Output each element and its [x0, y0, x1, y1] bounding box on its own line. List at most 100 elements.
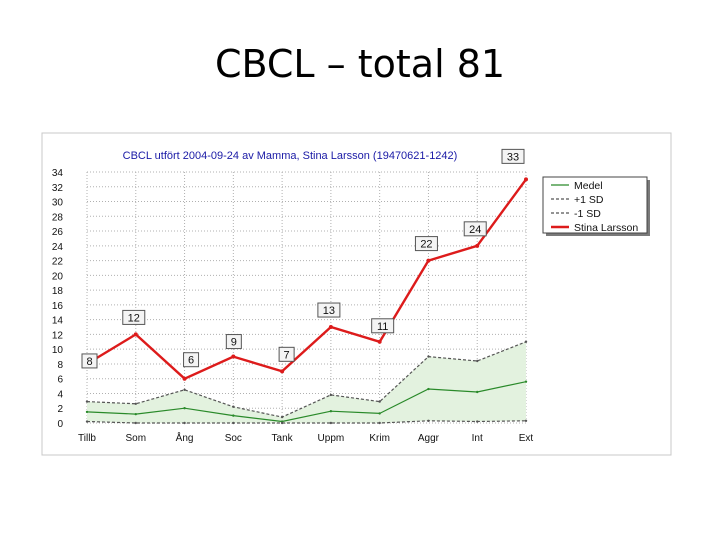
data-point-stina-larsson: [182, 376, 187, 381]
data-point-medel: [476, 390, 479, 394]
data-point-1-sd: [280, 421, 284, 425]
series-line-1-sd: [86, 341, 527, 418]
y-tick-label: 22: [52, 257, 64, 268]
data-label: 12: [122, 309, 146, 325]
data-point-medel: [427, 387, 430, 391]
data-point-1-sd: [85, 400, 89, 403]
data-point-medel: [378, 412, 381, 415]
y-tick-label: 26: [52, 227, 64, 238]
data-point-1-sd: [524, 419, 528, 422]
legend-label: -1 SD: [574, 208, 601, 220]
data-label: 24: [463, 221, 487, 237]
data-label-text: 12: [128, 312, 140, 324]
data-point-medel: [183, 407, 186, 410]
data-label-box: [225, 334, 242, 350]
data-point-1-sd: [378, 400, 381, 403]
y-tick-label: 34: [52, 168, 64, 179]
y-tick-label: 16: [52, 301, 64, 312]
data-point-1-sd: [85, 420, 89, 423]
data-point-1-sd: [427, 419, 430, 422]
y-tick-label: 10: [52, 345, 64, 356]
y-tick-label: 12: [52, 330, 64, 341]
data-label: 6: [183, 352, 200, 368]
data-label: 7: [278, 346, 295, 362]
data-point-1-sd: [427, 355, 430, 358]
y-tick-label: 32: [52, 183, 64, 194]
data-label-text: 22: [420, 239, 432, 251]
data-point-stina-larsson: [524, 177, 528, 182]
y-tick-label: 4: [57, 389, 63, 400]
y-tick-label: 8: [57, 360, 63, 371]
slide-title: CBCL – total 81: [214, 42, 506, 86]
legend-box: [542, 176, 648, 234]
x-tick-label: Ång: [176, 431, 194, 444]
data-label-text: 24: [469, 224, 481, 236]
data-label: 11: [371, 318, 395, 334]
data-point-1-sd: [476, 359, 479, 363]
data-label-box: [463, 221, 487, 237]
y-tick-label: 2: [57, 404, 63, 415]
x-tick-label: Tank: [272, 433, 294, 444]
series-line-stina-larsson: [86, 178, 527, 381]
data-label: 9: [225, 334, 242, 350]
y-tick-label: 18: [52, 286, 64, 297]
data-point-stina-larsson: [280, 369, 285, 374]
x-tick-label: Int: [472, 433, 483, 444]
data-point-1-sd: [134, 402, 137, 406]
y-tick-label: 0: [57, 419, 63, 430]
legend-label: Medel: [574, 180, 603, 192]
data-point-medel: [524, 380, 528, 383]
data-point-stina-larsson: [475, 243, 480, 248]
data-label-box: [414, 236, 438, 252]
data-label: 13: [317, 302, 341, 318]
series-line-1-sd: [86, 420, 527, 424]
x-tick-label: Krim: [369, 433, 390, 444]
data-label: 22: [414, 236, 438, 252]
series-line-medel: [86, 381, 527, 423]
data-point-stina-larsson: [377, 339, 382, 344]
data-point-1-sd: [476, 420, 479, 423]
data-point-medel: [134, 412, 137, 416]
data-label-box: [122, 309, 146, 325]
data-point-stina-larsson: [133, 332, 138, 337]
x-tick-label: Tillb: [78, 433, 96, 444]
data-label-box: [371, 318, 395, 334]
data-label-text: 13: [323, 305, 335, 317]
x-tick-label: Aggr: [418, 433, 440, 444]
data-label-text: 11: [377, 321, 388, 333]
data-point-1-sd: [524, 340, 528, 343]
x-tick-label: Soc: [225, 433, 242, 444]
y-tick-label: 28: [52, 212, 64, 223]
data-point-1-sd: [280, 415, 284, 419]
data-point-medel: [85, 410, 89, 414]
data-point-1-sd: [183, 388, 186, 391]
data-label-text: 6: [188, 355, 194, 367]
legend-label: Stina Larsson: [574, 222, 638, 234]
data-label: 8: [81, 353, 98, 369]
data-label-text: 33: [507, 151, 519, 163]
y-tick-label: 20: [52, 271, 64, 282]
legend-label: +1 SD: [574, 194, 604, 206]
data-label-box: [278, 346, 295, 362]
data-point-1-sd: [329, 393, 333, 397]
data-label-box: [183, 352, 200, 368]
data-point-1-sd: [134, 421, 137, 425]
data-point-1-sd: [232, 421, 235, 425]
y-tick-label: 6: [57, 375, 63, 386]
x-tick-label: Uppm: [318, 433, 345, 444]
data-label-text: 8: [86, 356, 92, 368]
x-tick-label: Ext: [519, 433, 534, 444]
data-point-1-sd: [378, 421, 381, 425]
data-point-1-sd: [183, 421, 186, 425]
y-tick-label: 14: [52, 316, 64, 327]
x-tick-label: Som: [125, 433, 146, 444]
chart-title: CBCL utfört 2004-09-24 av Mamma, Stina L…: [123, 150, 458, 162]
data-point-medel: [329, 409, 333, 413]
data-point-stina-larsson: [328, 325, 333, 330]
data-label-box: [317, 302, 341, 318]
data-point-1-sd: [232, 405, 235, 408]
y-tick-label: 24: [52, 242, 64, 253]
data-point-1-sd: [329, 421, 333, 425]
data-point-medel: [232, 414, 235, 417]
